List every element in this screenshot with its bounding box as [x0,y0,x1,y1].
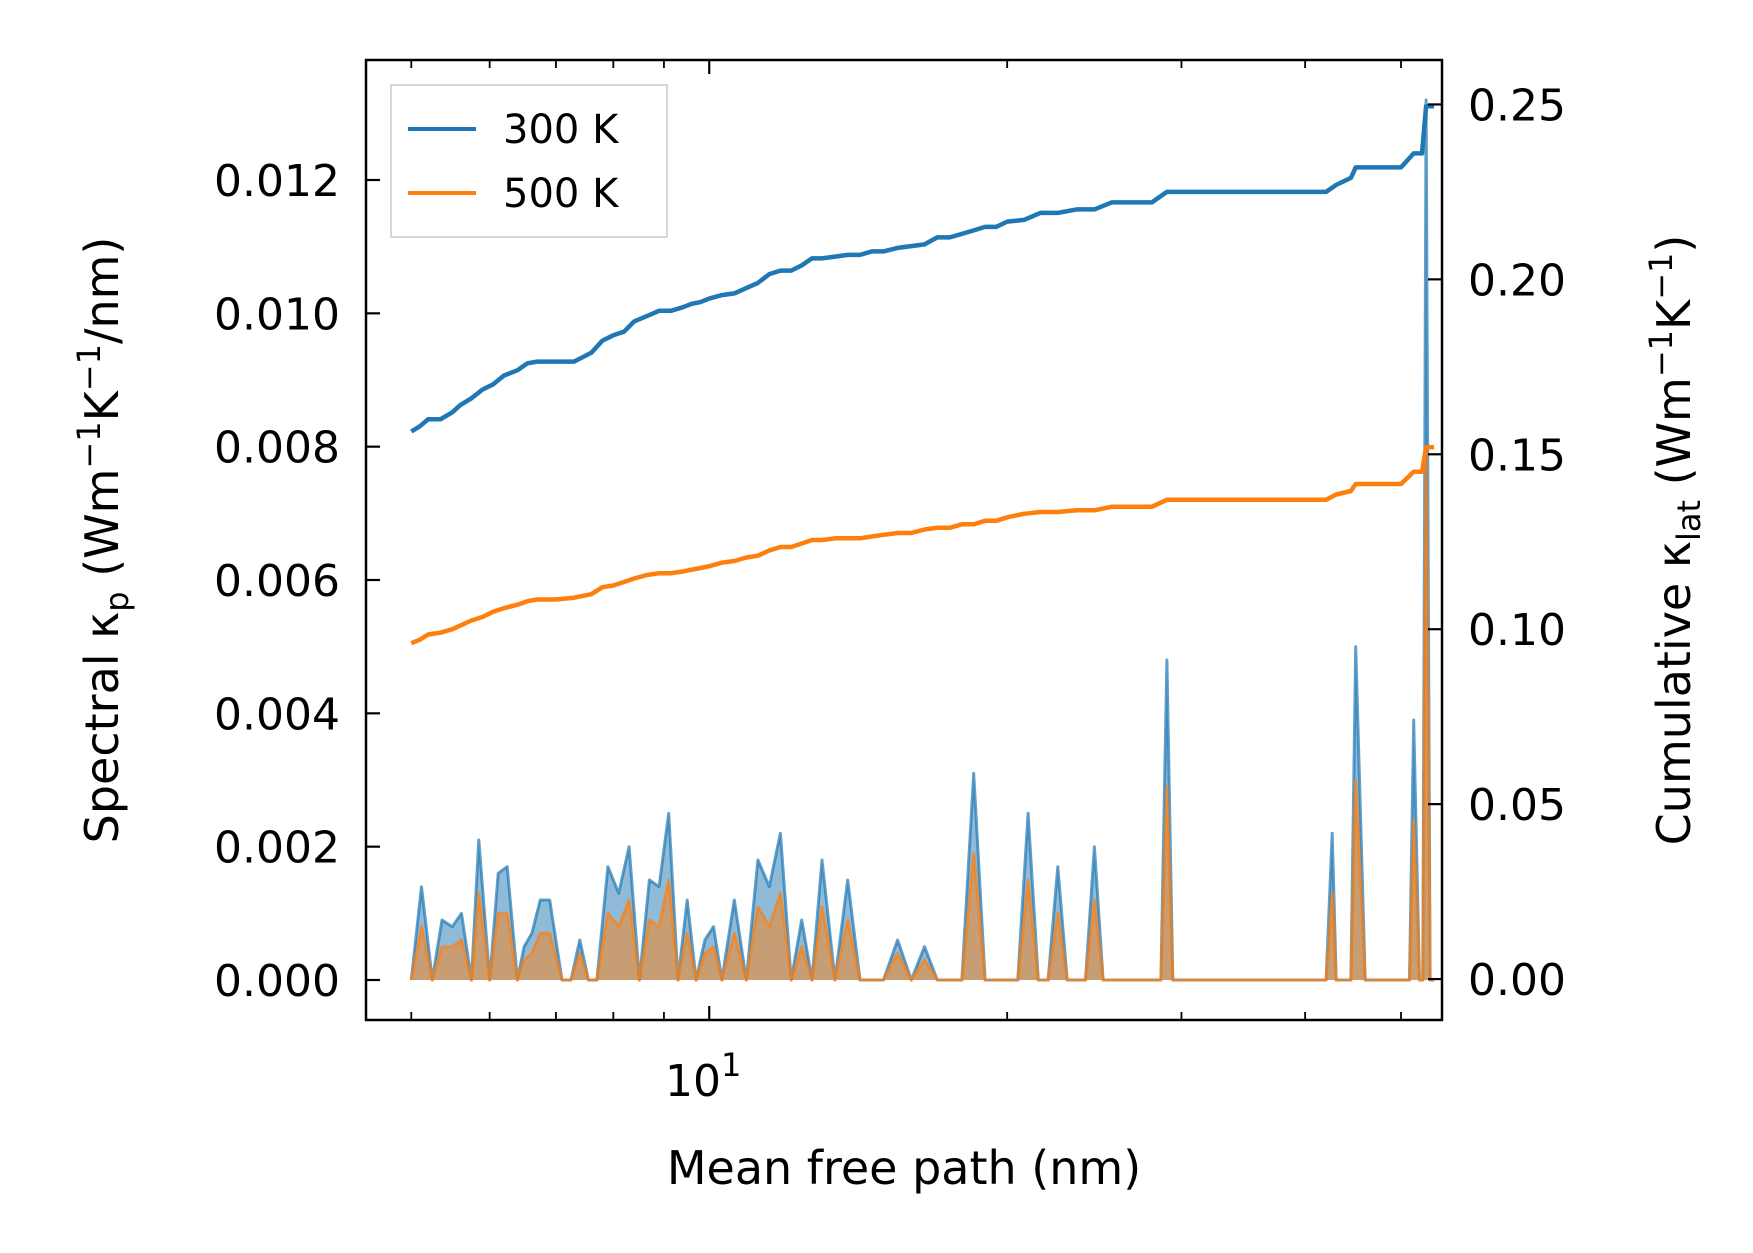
y-right-tick-label: 0.25 [1468,80,1566,131]
x-axis-label: Mean free path (nm) [667,1141,1141,1195]
spectral-layer [409,98,1435,982]
y-left-tick-label: 0.000 [214,956,340,1007]
x-tick-label: 101 [665,1046,741,1107]
y-left-tick-label: 0.012 [214,156,340,207]
y-left-tick-label: 0.010 [214,289,340,340]
x-axis-label-group: Mean free path (nm) [667,1141,1141,1195]
plot-area [409,98,1435,982]
y-left-tick-label: 0.008 [214,423,340,474]
y-right-tick-label: 0.15 [1468,430,1566,481]
y-right-tick-label: 0.05 [1468,780,1566,831]
y-left-axis-label-group: Spectral κp (Wm−1K−1/nm) [70,237,136,844]
legend-label-500k: 500 K [503,171,620,217]
y-left-tick-label: 0.006 [214,556,340,607]
y-right-tick-label: 0.20 [1468,255,1566,306]
y-right-axis-label: Cumulative κlat (Wm−1K−1) [1642,235,1708,846]
y-right-tick-label: 0.10 [1468,605,1566,656]
ticks-layer: 0.000 0.002 0.004 0.006 0.008 0.010 0.012 0.00 0… [214,60,1566,1107]
y-right-axis-label-group: Cumulative κlat (Wm−1K−1) [1642,235,1708,846]
legend-frame [390,84,668,238]
legend: 300 K 500 K [390,84,668,238]
legend-label-300k: 300 K [503,107,620,153]
cumulative-layer [410,103,1435,646]
y-left-axis-label: Spectral κp (Wm−1K−1/nm) [70,237,136,844]
spectral-line-500k [409,445,1435,982]
y-left-tick-label: 0.004 [214,689,340,740]
cumulative-line-300k [410,103,1435,434]
axes-frame [364,58,1444,1022]
cumulative-line-500k [410,445,1435,646]
y-right-tick-label: 0.00 [1468,955,1566,1006]
y-left-tick-label: 0.002 [214,823,340,874]
spectral-area-500k [411,446,1435,980]
